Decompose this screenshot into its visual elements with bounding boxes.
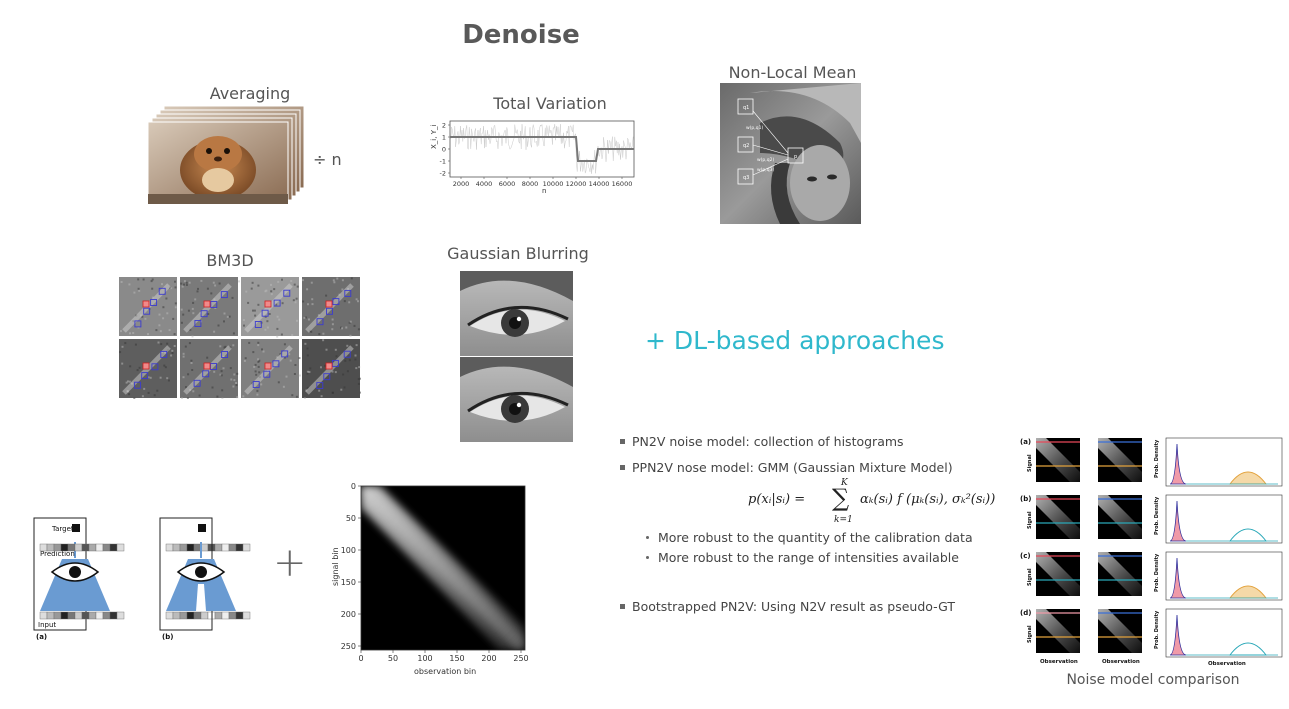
tv-ylabel: X_i, Y_i (430, 125, 438, 149)
tv-xtick: 2000 (453, 180, 470, 188)
tv-ytick: -2 (440, 170, 446, 178)
nmc-row-label: (a) (1020, 438, 1031, 446)
bullet-dot-icon (646, 556, 649, 559)
plus-sign: + (273, 540, 307, 586)
nlm-w2: w(p,q2) (757, 157, 774, 163)
n2v-prediction-a: Prediction (40, 550, 75, 558)
gaussian-label: Gaussian Blurring (447, 244, 589, 263)
nmc-prob-label: Prob. Density (1154, 439, 1160, 478)
tv-ytick: 2 (442, 122, 446, 130)
nmc-row-label: (c) (1020, 552, 1031, 560)
hist-ytick: 200 (341, 610, 356, 619)
n2v-target-a: Target (51, 525, 74, 533)
tv-xtick: 10000 (543, 180, 564, 188)
tv-ytick: -1 (440, 158, 446, 166)
hist-ytick: 50 (346, 514, 356, 523)
bm3d-label: BM3D (206, 251, 254, 270)
nlm-q1: q1 (743, 105, 749, 111)
formula-rhs: αₖ(sᵢ) f (μₖ(sᵢ), σₖ²(sᵢ)) (860, 492, 996, 507)
slide-title: Denoise (462, 20, 580, 50)
bullet-ppn2v: PPN2V nose model: GMM (Gaussian Mixture … (620, 460, 953, 475)
dl-based-approaches-text: + DL-based approaches (645, 326, 945, 355)
nlm-p: p (794, 154, 797, 160)
n2v-panel-b: (b) (162, 633, 173, 641)
formula-lhs: p(xᵢ|sᵢ) = (748, 492, 806, 507)
tv-xtick: 14000 (589, 180, 610, 188)
sigma-icon: ∑ (832, 484, 850, 512)
total-variation-plot: X_i, Y_i 2 1 0 -1 -2 2000 4000 6000 8000 10000 12… (428, 115, 640, 197)
sub-bullet-range: More robust to the range of intensities … (646, 550, 959, 565)
hist-ylabel: signal bin (331, 547, 340, 586)
hist-xtick: 50 (388, 654, 398, 663)
nmc-signal-label: Signal (1027, 568, 1033, 586)
averaging-label: Averaging (209, 84, 291, 103)
hist-xtick: 200 (481, 654, 496, 663)
nlm-image: q1 q2 q3 p w(p,q1) w(p,q2) w(p,q3) (720, 83, 861, 224)
hist-xlabel: observation bin (414, 667, 476, 676)
nlm-q3: q3 (743, 175, 749, 181)
bullet-pn2v: PN2V noise model: collection of histogra… (620, 434, 904, 449)
hist-ytick: 0 (351, 482, 356, 491)
sub-bullet-quantity: More robust to the quantity of the calib… (646, 530, 973, 545)
formula-sum-top: K (841, 478, 848, 488)
averaging-image-stack (147, 105, 305, 205)
nmc-prob-label: Prob. Density (1154, 496, 1160, 535)
hist-xtick: 100 (417, 654, 432, 663)
tv-xtick: 6000 (499, 180, 516, 188)
tv-xlabel: n (542, 187, 546, 195)
bullet-square-icon (620, 604, 625, 609)
tv-ytick: 1 (442, 134, 446, 142)
nmc-signal-label: Signal (1027, 511, 1033, 529)
gmm-formula: p(xᵢ|sᵢ) = K ∑ k=1 αₖ(sᵢ) f (μₖ(sᵢ), σₖ²… (748, 478, 1012, 530)
tv-xtick: 12000 (566, 180, 587, 188)
nmc-signal-label: Signal (1027, 625, 1033, 643)
bullet-bootstrapped: Bootstrapped PN2V: Using N2V result as p… (620, 599, 955, 614)
nmc-obs-label: Observation (1102, 659, 1140, 665)
bullet-dot-icon (646, 536, 649, 539)
noise-model-caption: Noise model comparison (1066, 672, 1240, 688)
hist-ytick: 250 (341, 642, 356, 651)
tv-ytick: 0 (442, 146, 446, 154)
divide-n-text: ÷ n (313, 150, 342, 169)
nlm-q2: q2 (743, 143, 749, 149)
nmc-prob-label: Prob. Density (1154, 610, 1160, 649)
hist-xtick: 150 (449, 654, 464, 663)
formula-sum-bottom: k=1 (834, 515, 853, 525)
nlm-label: Non-Local Mean (728, 63, 857, 82)
bullet-square-icon (620, 465, 625, 470)
tv-xtick: 8000 (522, 180, 539, 188)
total-variation-label: Total Variation (493, 94, 607, 113)
n2v-diagram: Target Prediction Input (a) (b) (32, 514, 252, 642)
gaussian-eye-images (460, 271, 573, 442)
nmc-prob-label: Prob. Density (1154, 553, 1160, 592)
hist-ytick: 100 (341, 546, 356, 555)
nmc-row-label: (d) (1020, 609, 1031, 617)
nlm-w1: w(p,q1) (746, 125, 763, 131)
noise-model-comparison: (a) Signal Prob. Density (b) Signal Prob. Den… (1018, 432, 1286, 672)
nmc-obs-label: Observation (1208, 661, 1246, 667)
hist-xtick: 250 (513, 654, 528, 663)
nmc-obs-label: Observation (1040, 659, 1078, 665)
nmc-signal-label: Signal (1027, 454, 1033, 472)
bullet-square-icon (620, 439, 625, 444)
bm3d-image-grid (119, 277, 362, 400)
nmc-row-label: (b) (1020, 495, 1031, 503)
nlm-w3: w(p,q3) (757, 167, 774, 173)
n2v-input-a: Input (38, 621, 56, 629)
histogram-plot: 0 50 100 150 200 250 0 50 100 150 200 250 signal bi… (330, 478, 530, 678)
hist-ytick: 150 (341, 578, 356, 587)
hist-xtick: 0 (358, 654, 363, 663)
tv-xtick: 16000 (612, 180, 633, 188)
n2v-panel-a: (a) (36, 633, 47, 641)
tv-xtick: 4000 (476, 180, 493, 188)
